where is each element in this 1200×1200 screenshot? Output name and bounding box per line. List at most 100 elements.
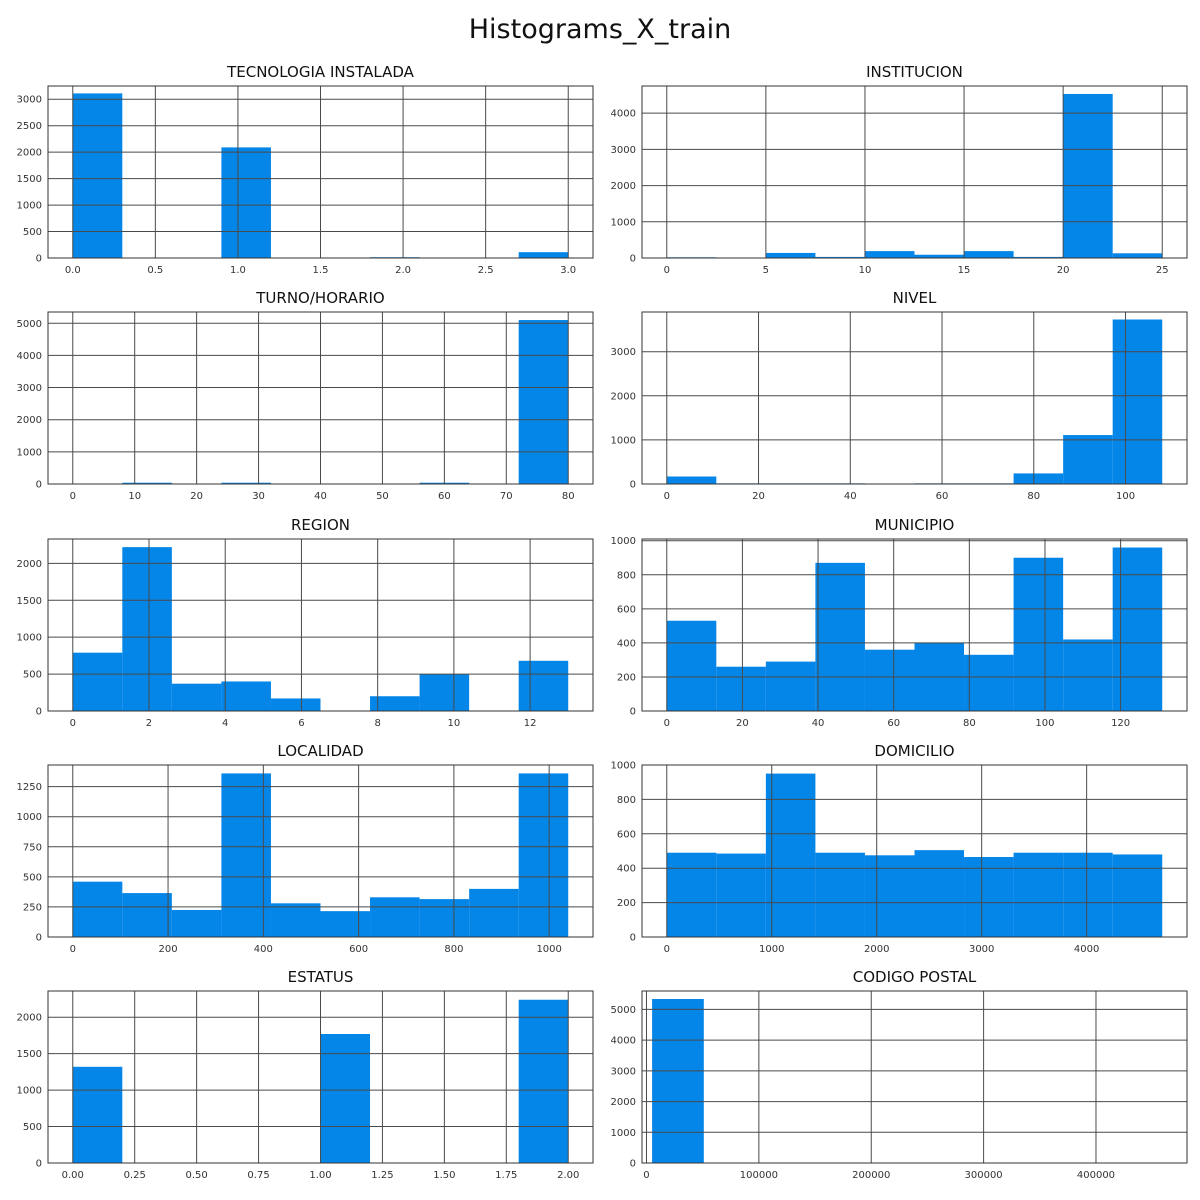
x-tick-label: 0 [664,491,670,502]
x-tick-label: 0 [70,491,76,502]
x-tick-label: 10 [859,265,872,276]
histogram-bar [864,649,915,711]
x-tick-label: 400000 [1077,1170,1115,1181]
histogram-bar [716,666,766,711]
y-tick-label: 1500 [17,1049,42,1060]
y-tick-label: 4000 [17,351,42,362]
y-tick-label: 3000 [611,347,636,358]
x-tick-label: 10 [448,718,461,729]
panel-title: NIVEL [893,289,937,307]
histogram-bar [518,252,569,258]
histogram-bar [72,881,123,937]
y-tick-label: 1000 [17,447,42,458]
panel-title: REGION [291,516,350,534]
histogram-bar [171,683,222,711]
histogram-bar [914,850,965,937]
x-tick-label: 1.50 [433,1170,455,1181]
axes-frame [641,764,1188,938]
x-tick-label: 6 [298,718,304,729]
y-tick-label: 800 [617,795,636,806]
x-tick-label: 0.00 [62,1170,84,1181]
x-tick-label: 10 [128,491,141,502]
axes-frame [47,85,594,259]
histogram-bar [419,674,470,711]
y-tick-label: 1500 [17,596,42,607]
y-tick-label: 3000 [611,145,636,156]
x-tick-label: 30 [252,491,265,502]
x-tick-label: 800 [444,944,463,955]
panel-title: TURNO/HORARIO [255,289,384,307]
y-tick-label: 2000 [17,148,42,159]
y-tick-label: 800 [617,570,636,581]
x-tick-label: 1.00 [309,1170,331,1181]
y-tick-label: 1000 [17,201,42,212]
histogram-bar [518,773,569,937]
histogram-panel: DOMICILIO 0 1000 2000 3000 4000 0 200 400 600 800 1… [611,742,1188,955]
x-tick-label: 0.75 [247,1170,269,1181]
y-tick-label: 4000 [611,109,636,120]
histogram-bar [72,93,123,258]
y-tick-label: 2500 [17,121,42,132]
x-tick-label: 2.0 [395,265,411,276]
histogram-bar [864,251,915,258]
y-tick-label: 3000 [611,1066,636,1077]
histogram-bar [964,251,1014,258]
histogram-bar [864,855,915,937]
histogram-bar [518,660,569,711]
histogram-bar [221,482,271,484]
y-tick-label: 1000 [611,435,636,446]
y-tick-label: 1000 [17,812,42,823]
x-tick-label: 1000 [759,944,784,955]
y-tick-label: 500 [23,872,42,883]
x-tick-label: 40 [314,491,327,502]
x-tick-label: 60 [887,718,900,729]
y-tick-label: 4000 [611,1036,636,1047]
x-tick-label: 1.5 [313,265,329,276]
x-tick-label: 2 [146,718,152,729]
axes-frame [641,990,1188,1164]
axes-frame [47,311,594,485]
histogram-bar [122,893,172,937]
y-tick-label: 1250 [17,782,42,793]
panel-title: ESTATUS [288,968,354,986]
x-tick-label: 0 [70,944,76,955]
x-tick-label: 20 [752,491,765,502]
histogram-bar [666,476,717,484]
axes-frame [47,538,594,712]
x-tick-label: 5 [763,265,769,276]
y-tick-label: 600 [617,604,636,615]
histogram-bar [270,698,321,711]
y-tick-label: 0 [36,933,42,944]
x-tick-label: 25 [1156,265,1169,276]
histogram-bar [652,998,704,1163]
y-tick-label: 250 [23,902,42,913]
histogram-bar [716,853,766,937]
x-tick-label: 0 [664,718,670,729]
histogram-bar [320,911,371,937]
x-tick-label: 12 [524,718,537,729]
y-tick-label: 500 [23,670,42,681]
histogram-panel: MUNICIPIO 0 20 40 60 80 100 120 0 200 400 600 800 100… [611,516,1188,729]
histogram-bar [518,999,569,1163]
y-tick-label: 600 [617,829,636,840]
x-tick-label: 1.75 [495,1170,517,1181]
x-tick-label: 4000 [1074,944,1099,955]
y-tick-label: 200 [617,672,636,683]
histogram-bar [765,252,816,258]
histogram-bar [1063,435,1113,484]
y-tick-label: 0 [630,1159,636,1170]
x-tick-label: 50 [376,491,389,502]
x-tick-label: 0.50 [186,1170,208,1181]
histogram-bar [765,661,816,711]
y-tick-label: 0 [630,480,636,491]
histogram-bar [518,320,569,484]
histogram-bar [914,254,965,258]
x-tick-label: 200 [159,944,178,955]
y-tick-label: 2000 [611,391,636,402]
histogram-bar [221,681,271,711]
y-tick-label: 3000 [17,383,42,394]
histogram-bar [1013,256,1064,258]
x-tick-label: 40 [812,718,825,729]
histogram-panel: TECNOLOGIA INSTALADA 0.0 0.5 1.0 1.5 2.0 2.5 3.… [17,63,594,276]
